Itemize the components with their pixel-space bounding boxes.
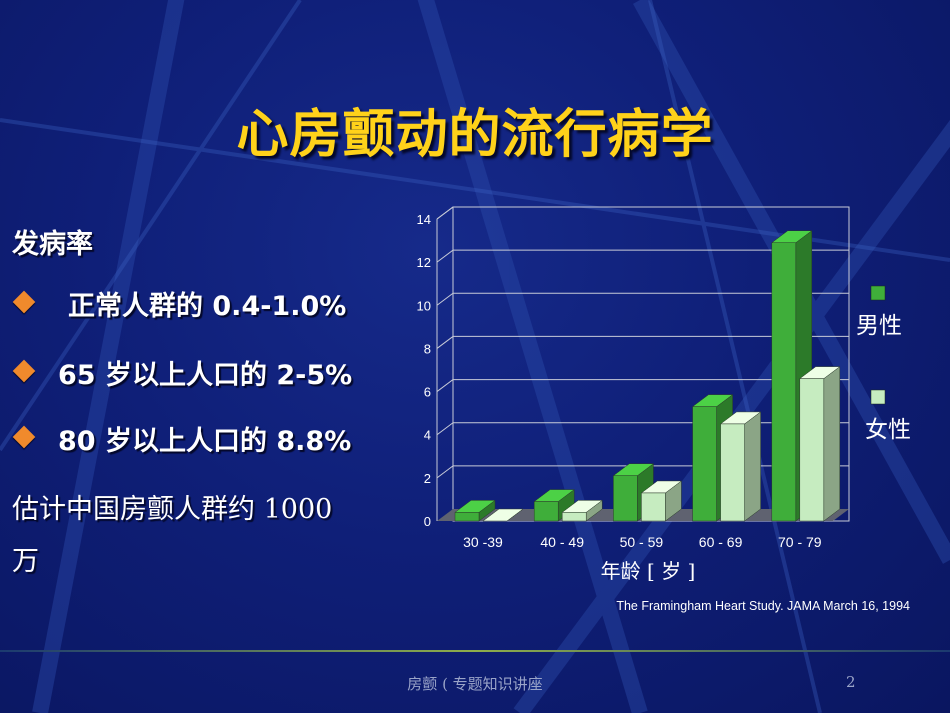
bar-female — [719, 411, 762, 522]
bar-front — [692, 406, 717, 522]
estimate-line-2: 万 — [12, 546, 39, 577]
y-tick-label: 6 — [424, 385, 431, 400]
bar-front — [454, 512, 480, 522]
gridline-side — [436, 292, 454, 306]
gridline-side — [436, 379, 454, 392]
incidence-label: 发病率 — [12, 229, 93, 260]
y-tick-label: 0 — [424, 514, 431, 529]
bar-female — [799, 366, 841, 522]
y-tick-label: 10 — [417, 298, 431, 313]
estimate-line-1: 估计中国房颤人群约 1000 — [12, 494, 333, 525]
gridline-side — [436, 465, 454, 479]
gridline-side — [436, 336, 454, 349]
x-tick-label: 60 - 69 — [699, 534, 743, 550]
x-tick-label: 70 - 79 — [778, 534, 822, 550]
y-tick-label: 2 — [424, 471, 431, 486]
bullet-text-2: 65 岁以上人口的 2-5% — [58, 360, 353, 391]
bar-front — [641, 492, 666, 522]
legend-swatch-male — [870, 285, 886, 301]
footer-text: 房颤 ( 专题知识讲座 — [407, 675, 543, 693]
bar-female — [561, 499, 603, 522]
gridline-side — [436, 422, 454, 436]
bar-front — [799, 378, 825, 522]
bar-male — [612, 463, 655, 522]
y-tick-label: 12 — [417, 255, 431, 270]
page-number: 2 — [846, 673, 856, 691]
gridline-side — [436, 249, 454, 263]
bar-male — [454, 499, 496, 522]
y-tick-label: 4 — [424, 428, 431, 443]
bar-front — [533, 501, 559, 522]
bar-front — [720, 423, 745, 522]
slide-title: 心房颤动的流行病学 — [236, 104, 714, 165]
legend-label-female: 女性 — [865, 417, 911, 443]
bullet-text-3: 80 岁以上人口的 8.8% — [58, 426, 352, 457]
legend-swatch-female — [870, 389, 886, 405]
legend-label-male: 男性 — [856, 313, 902, 339]
y-tick-label: 8 — [424, 341, 431, 356]
bar-top — [482, 508, 524, 522]
x-tick-label: 40 - 49 — [540, 534, 584, 550]
chart-source-note: The Framingham Heart Study. JAMA March 1… — [616, 599, 910, 613]
bar-front — [561, 512, 587, 522]
bar-female — [482, 508, 524, 522]
x-tick-label: 30 -39 — [463, 534, 503, 550]
bar-female — [640, 480, 683, 522]
estimate-text: 估计中国房颤人群约 1000 万 — [12, 484, 382, 588]
x-axis-title: 年龄 [ 岁 ] — [601, 559, 696, 583]
bar-side — [823, 366, 841, 522]
bar-front — [613, 475, 638, 522]
x-tick-label: 50 - 59 — [620, 534, 664, 550]
bar-front — [771, 242, 797, 522]
bullet-text-1: 正常人群的 0.4-1.0% — [68, 291, 347, 322]
footer-divider — [0, 650, 950, 652]
gridline-side — [436, 206, 454, 220]
bar-side — [744, 411, 761, 522]
y-tick-label: 14 — [417, 212, 431, 227]
